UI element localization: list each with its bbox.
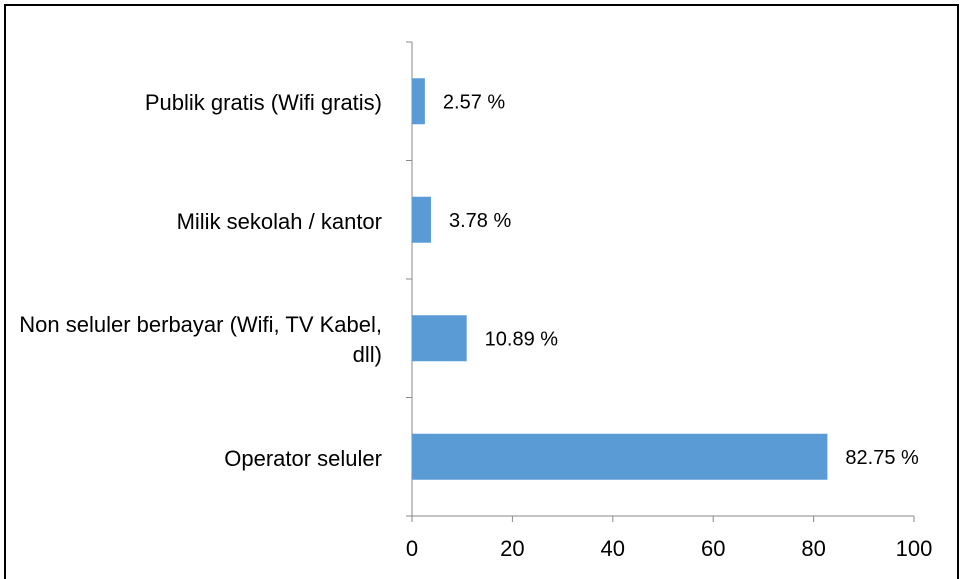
frame-border [4,4,959,579]
x-tick-label: 80 [801,536,825,561]
value-label: 82.75 % [845,447,919,469]
value-label: 2.57 % [443,92,505,114]
category-label: Operator seluler [224,445,382,471]
x-tick-label: 60 [701,536,725,561]
value-label: 10.89 % [485,329,559,351]
value-label: 3.78 % [449,210,511,232]
x-tick-label: 20 [500,536,524,561]
x-tick-label: 0 [406,536,418,561]
bar [412,196,431,243]
bar [412,433,828,480]
category-label: Publik gratis (Wifi gratis) [144,90,382,116]
x-tick-label: 40 [601,536,625,561]
bar [412,78,425,125]
bar [412,315,467,362]
x-tick-label: 100 [896,536,933,561]
category-label: Non seluler berbayar (Wifi, TV Kabel, dl… [19,312,382,368]
category-label: Milik sekolah / kantor [176,208,382,234]
